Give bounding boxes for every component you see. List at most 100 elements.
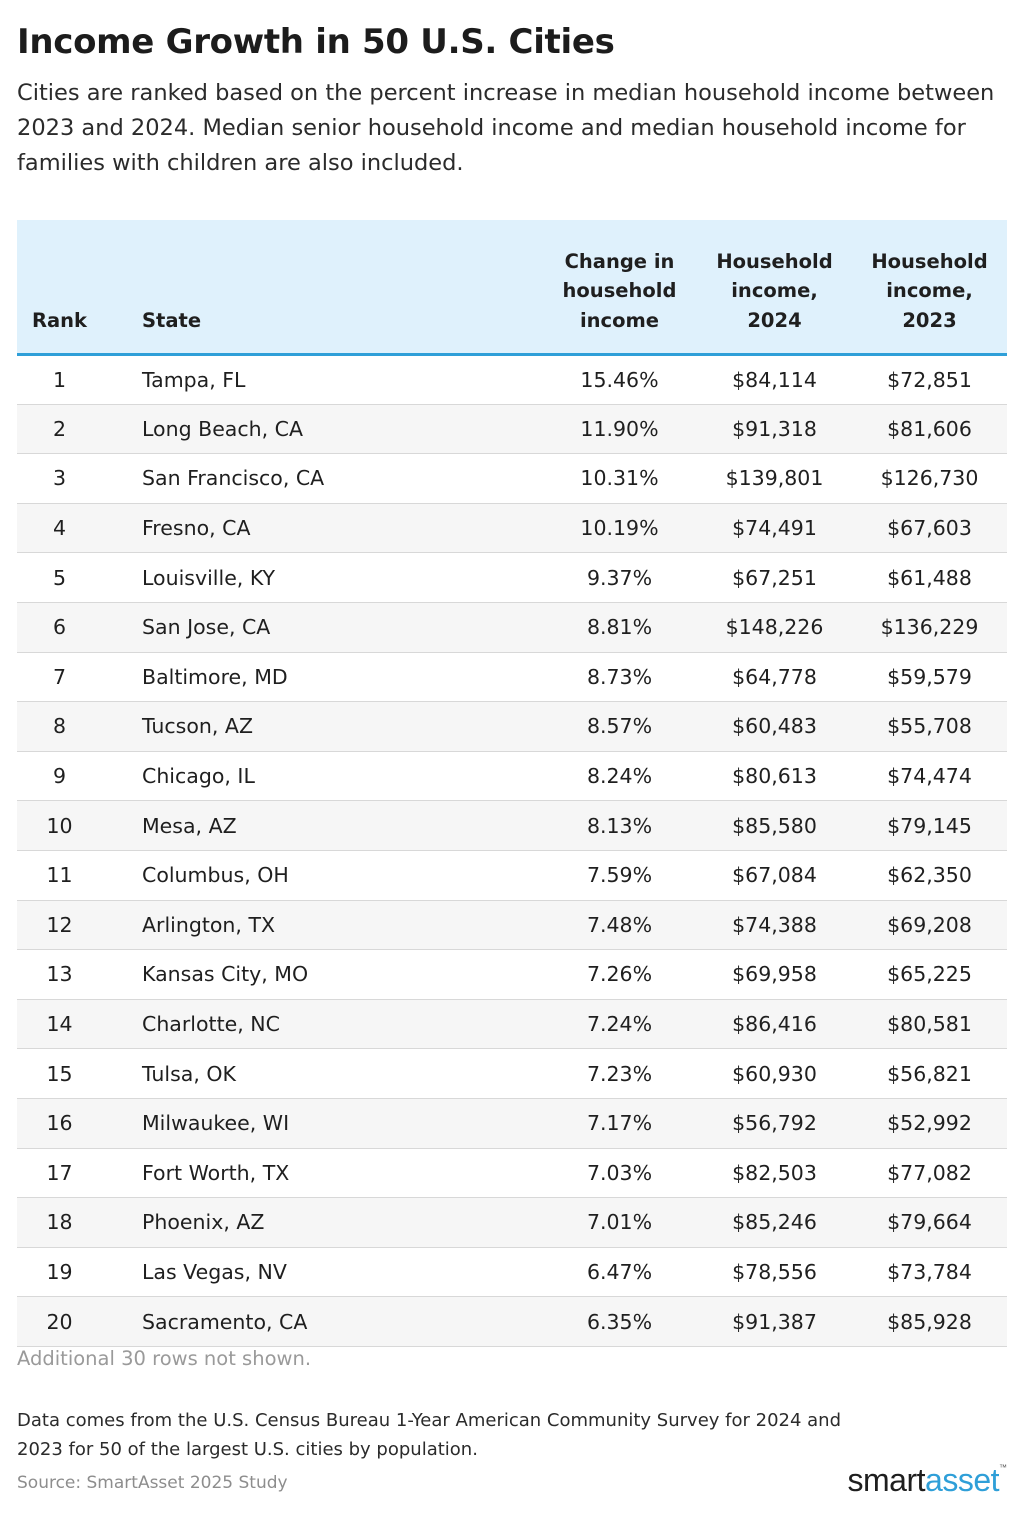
- cell-change: 8.24%: [542, 751, 697, 802]
- cell-change: 7.24%: [542, 999, 697, 1050]
- cell-state: Charlotte, NC: [102, 999, 542, 1050]
- column-header-state: State: [102, 220, 542, 356]
- cell-change: 10.31%: [542, 453, 697, 504]
- cell-income-2024: $60,930: [697, 1048, 852, 1099]
- table-row: 5 Louisville, KY 9.37% $67,251 $61,488: [17, 552, 1007, 603]
- cell-state: Baltimore, MD: [102, 652, 542, 703]
- cell-change: 9.37%: [542, 552, 697, 603]
- logo-text-smart: smart: [847, 1462, 926, 1498]
- table-header-row: Rank State Change in household income Ho…: [17, 220, 1007, 356]
- cell-income-2024: $80,613: [697, 751, 852, 802]
- cell-state: Sacramento, CA: [102, 1296, 542, 1347]
- cell-state: Tucson, AZ: [102, 701, 542, 752]
- cell-state: Chicago, IL: [102, 751, 542, 802]
- cell-income-2024: $78,556: [697, 1247, 852, 1298]
- cell-income-2024: $56,792: [697, 1098, 852, 1149]
- cell-income-2023: $69,208: [852, 900, 1007, 951]
- table-row: 2 Long Beach, CA 11.90% $91,318 $81,606: [17, 404, 1007, 455]
- column-header-change: Change in household income: [542, 220, 697, 356]
- cell-state: Arlington, TX: [102, 900, 542, 951]
- column-header-income-2023: Household income, 2023: [852, 220, 1007, 356]
- cell-income-2023: $136,229: [852, 602, 1007, 653]
- cell-state: Louisville, KY: [102, 552, 542, 603]
- cell-rank: 1: [17, 354, 102, 405]
- table-row: 13 Kansas City, MO 7.26% $69,958 $65,225: [17, 949, 1007, 1000]
- cell-rank: 12: [17, 900, 102, 951]
- cell-income-2023: $62,350: [852, 850, 1007, 901]
- footnote: Data comes from the U.S. Census Bureau 1…: [17, 1410, 842, 1460]
- cell-income-2023: $67,603: [852, 503, 1007, 554]
- cell-income-2024: $82,503: [697, 1148, 852, 1199]
- table-row: 3 San Francisco, CA 10.31% $139,801 $126,730: [17, 453, 1007, 504]
- table-row: 14 Charlotte, NC 7.24% $86,416 $80,581: [17, 999, 1007, 1050]
- table-row: 16 Milwaukee, WI 7.17% $56,792 $52,992: [17, 1098, 1007, 1149]
- table-row: 8 Tucson, AZ 8.57% $60,483 $55,708: [17, 701, 1007, 752]
- cell-income-2024: $85,580: [697, 800, 852, 851]
- cell-change: 7.03%: [542, 1148, 697, 1199]
- column-header-income-2024: Household income, 2024: [697, 220, 852, 356]
- cell-state: Mesa, AZ: [102, 800, 542, 851]
- table-row: 7 Baltimore, MD 8.73% $64,778 $59,579: [17, 652, 1007, 703]
- cell-change: 11.90%: [542, 404, 697, 455]
- cell-rank: 18: [17, 1197, 102, 1248]
- cell-state: San Francisco, CA: [102, 453, 542, 504]
- cell-state: Phoenix, AZ: [102, 1197, 542, 1248]
- cell-change: 8.13%: [542, 800, 697, 851]
- chart-subtitle: Cities are ranked based on the percent i…: [17, 80, 995, 176]
- cell-change: 6.35%: [542, 1296, 697, 1347]
- cell-income-2024: $60,483: [697, 701, 852, 752]
- column-header-income-2024-text: Household income, 2024: [716, 249, 833, 332]
- cell-income-2023: $65,225: [852, 949, 1007, 1000]
- cell-rank: 13: [17, 949, 102, 1000]
- table-row: 1 Tampa, FL 15.46% $84,114 $72,851: [17, 354, 1007, 405]
- cell-rank: 3: [17, 453, 102, 504]
- cell-change: 7.48%: [542, 900, 697, 951]
- cell-state: Fort Worth, TX: [102, 1148, 542, 1199]
- cell-change: 6.47%: [542, 1247, 697, 1298]
- cell-income-2023: $77,082: [852, 1148, 1007, 1199]
- cell-income-2023: $80,581: [852, 999, 1007, 1050]
- logo-text-asset: asset: [925, 1462, 999, 1498]
- cell-income-2023: $79,664: [852, 1197, 1007, 1248]
- table-row: 17 Fort Worth, TX 7.03% $82,503 $77,082: [17, 1148, 1007, 1199]
- cell-change: 7.26%: [542, 949, 697, 1000]
- cell-change: 7.17%: [542, 1098, 697, 1149]
- cell-income-2024: $91,387: [697, 1296, 852, 1347]
- cell-rank: 11: [17, 850, 102, 901]
- cell-change: 7.23%: [542, 1048, 697, 1099]
- cell-income-2024: $64,778: [697, 652, 852, 703]
- logo-trademark: ™: [999, 1463, 1007, 1472]
- cell-income-2024: $139,801: [697, 453, 852, 504]
- table-row: 10 Mesa, AZ 8.13% $85,580 $79,145: [17, 800, 1007, 851]
- cell-change: 8.73%: [542, 652, 697, 703]
- table-row: 19 Las Vegas, NV 6.47% $78,556 $73,784: [17, 1247, 1007, 1298]
- income-table: Rank State Change in household income Ho…: [17, 220, 1007, 1347]
- cell-change: 7.01%: [542, 1197, 697, 1248]
- cell-change: 8.81%: [542, 602, 697, 653]
- cell-change: 8.57%: [542, 701, 697, 752]
- cell-rank: 15: [17, 1048, 102, 1099]
- cell-rank: 6: [17, 602, 102, 653]
- cell-state: Kansas City, MO: [102, 949, 542, 1000]
- cell-income-2023: $81,606: [852, 404, 1007, 455]
- cell-rank: 10: [17, 800, 102, 851]
- cell-rank: 8: [17, 701, 102, 752]
- cell-income-2023: $126,730: [852, 453, 1007, 504]
- column-header-income-2023-text: Household income, 2023: [871, 249, 988, 332]
- cell-income-2024: $74,491: [697, 503, 852, 554]
- cell-change: 7.59%: [542, 850, 697, 901]
- cell-income-2023: $72,851: [852, 354, 1007, 405]
- rows-not-shown-note: Additional 30 rows not shown.: [17, 1347, 312, 1370]
- cell-state: Tulsa, OK: [102, 1048, 542, 1099]
- cell-state: Milwaukee, WI: [102, 1098, 542, 1149]
- cell-rank: 17: [17, 1148, 102, 1199]
- cell-income-2023: $55,708: [852, 701, 1007, 752]
- cell-state: Fresno, CA: [102, 503, 542, 554]
- cell-income-2023: $61,488: [852, 552, 1007, 603]
- column-header-rank: Rank: [17, 220, 102, 356]
- cell-income-2023: $74,474: [852, 751, 1007, 802]
- cell-rank: 9: [17, 751, 102, 802]
- cell-state: Tampa, FL: [102, 354, 542, 405]
- cell-income-2024: $91,318: [697, 404, 852, 455]
- cell-income-2023: $56,821: [852, 1048, 1007, 1099]
